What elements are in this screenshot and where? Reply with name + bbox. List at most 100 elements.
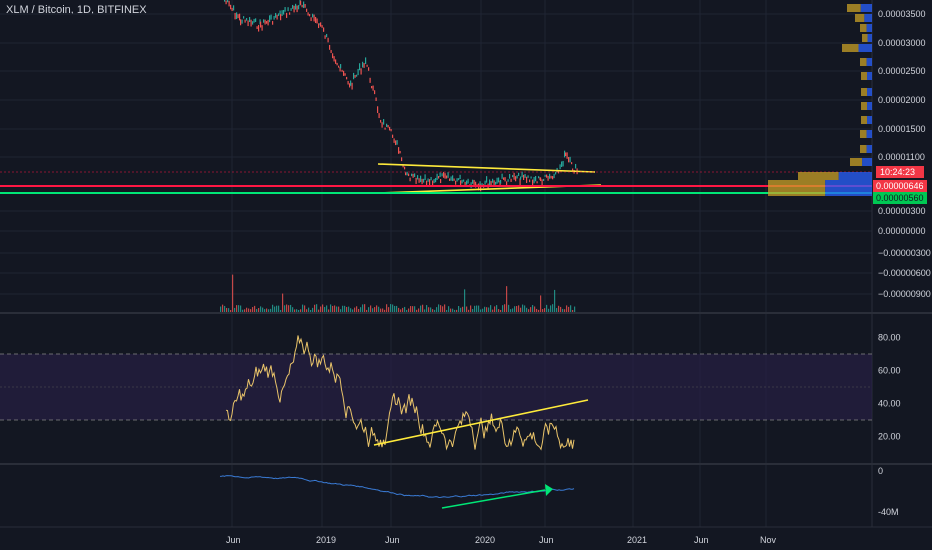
volume-bar-572 [572, 309, 574, 312]
price-candle-212 [530, 176, 532, 179]
volume-bar-536 [536, 308, 538, 312]
volume-bar-362 [362, 304, 364, 312]
price-candle-29 [266, 21, 268, 24]
volume-profile-a-13 [798, 172, 839, 180]
price-candle-60 [310, 17, 312, 22]
volume-bar-260 [260, 306, 262, 312]
red-price-badge-text: 0.00000646 [876, 181, 924, 191]
price-candle-105 [375, 97, 377, 101]
volume-bar-436 [436, 307, 438, 312]
price-candle-108 [380, 119, 382, 123]
obv-line [219, 475, 575, 499]
price-candle-37 [278, 13, 280, 16]
price-candle-95 [360, 68, 362, 75]
volume-bar-396 [396, 305, 398, 312]
volume-bar-426 [426, 305, 428, 312]
volume-bar-252 [252, 307, 254, 312]
volume-bar-450 [450, 308, 452, 312]
volume-bar-290 [290, 304, 292, 312]
volume-bar-234 [234, 307, 236, 312]
price-candle-221 [543, 178, 545, 181]
volume-bar-386 [386, 304, 388, 312]
price-candle-65 [318, 23, 320, 29]
price-candle-138 [424, 174, 426, 181]
price-candle-185 [492, 178, 494, 183]
price-candle-47 [292, 4, 294, 9]
volume-bar-558 [558, 305, 560, 312]
volume-bar-294 [294, 309, 296, 312]
rsi-support-trendline [373, 399, 589, 446]
price-candle-215 [535, 176, 537, 182]
price-candle-172 [473, 179, 475, 186]
price-candle-147 [438, 176, 440, 179]
price-candle-22 [256, 26, 258, 30]
price-candle-168 [467, 178, 469, 184]
volume-bar-370 [370, 305, 372, 312]
volume-bar-512 [512, 308, 514, 312]
volume-bar-282 [282, 293, 284, 312]
volume-bar-552 [552, 304, 554, 312]
price-candle-150 [441, 173, 443, 177]
price-candle-82 [341, 69, 343, 72]
price-candle-177 [480, 184, 482, 192]
price-candle-35 [275, 12, 277, 18]
volume-bar-412 [412, 306, 414, 312]
price-candle-41 [283, 9, 285, 15]
volume-bar-560 [560, 306, 562, 312]
green-price-badge-bg [873, 192, 927, 204]
price-candle-42 [284, 7, 286, 12]
volume-bar-494 [494, 306, 496, 312]
price-candle-127 [408, 173, 410, 177]
volume-bar-452 [452, 308, 454, 312]
price-candle-90 [353, 72, 355, 80]
time-badge-text: 10:24:23 [880, 167, 915, 177]
volume-bar-342 [342, 305, 344, 312]
price-candle-163 [460, 180, 462, 187]
price-candle-144 [433, 178, 435, 184]
volume-bar-470 [470, 305, 472, 312]
price-candle-237 [566, 152, 568, 159]
volume-profile-a-3 [862, 34, 868, 42]
price-candle-84 [344, 73, 346, 76]
price-candle-222 [544, 174, 546, 177]
volume-profile-a-15 [768, 188, 826, 196]
price-candle-214 [533, 176, 535, 184]
price-candle-171 [472, 179, 474, 184]
price-candle-235 [564, 150, 566, 158]
price-candle-87 [349, 83, 351, 88]
price-candle-1 [225, 0, 227, 5]
volume-bar-356 [356, 306, 358, 312]
volume-bar-346 [346, 306, 348, 312]
volume-bar-226 [226, 307, 228, 312]
volume-bar-466 [466, 306, 468, 312]
price-candle-54 [301, 4, 303, 8]
volume-bar-266 [266, 308, 268, 312]
price-tick-label-3: 0.00002000 [878, 95, 926, 105]
volume-bar-274 [274, 306, 276, 312]
volume-bar-524 [524, 305, 526, 312]
volume-bar-480 [480, 309, 482, 312]
price-candle-111 [384, 127, 386, 130]
price-candle-116 [392, 134, 394, 138]
price-candle-9 [237, 14, 239, 19]
price-candle-204 [519, 178, 521, 186]
price-candle-227 [552, 176, 554, 180]
price-candle-226 [550, 175, 552, 179]
price-candle-93 [357, 68, 359, 76]
volume-profile-a-1 [855, 14, 865, 22]
volume-bar-506 [506, 286, 508, 312]
price-candle-91 [354, 74, 356, 78]
volume-bar-250 [250, 309, 252, 312]
price-candle-151 [443, 171, 445, 178]
volume-profile-b-13 [838, 172, 872, 180]
price-candle-83 [343, 70, 345, 76]
price-candle-160 [456, 178, 458, 182]
volume-bar-262 [262, 307, 264, 312]
time-badge-bg [876, 166, 924, 178]
volume-profile-a-6 [861, 72, 868, 80]
volume-bar-548 [548, 308, 550, 312]
volume-bar-284 [284, 305, 286, 312]
volume-bar-300 [300, 309, 302, 312]
volume-bar-280 [280, 309, 282, 312]
